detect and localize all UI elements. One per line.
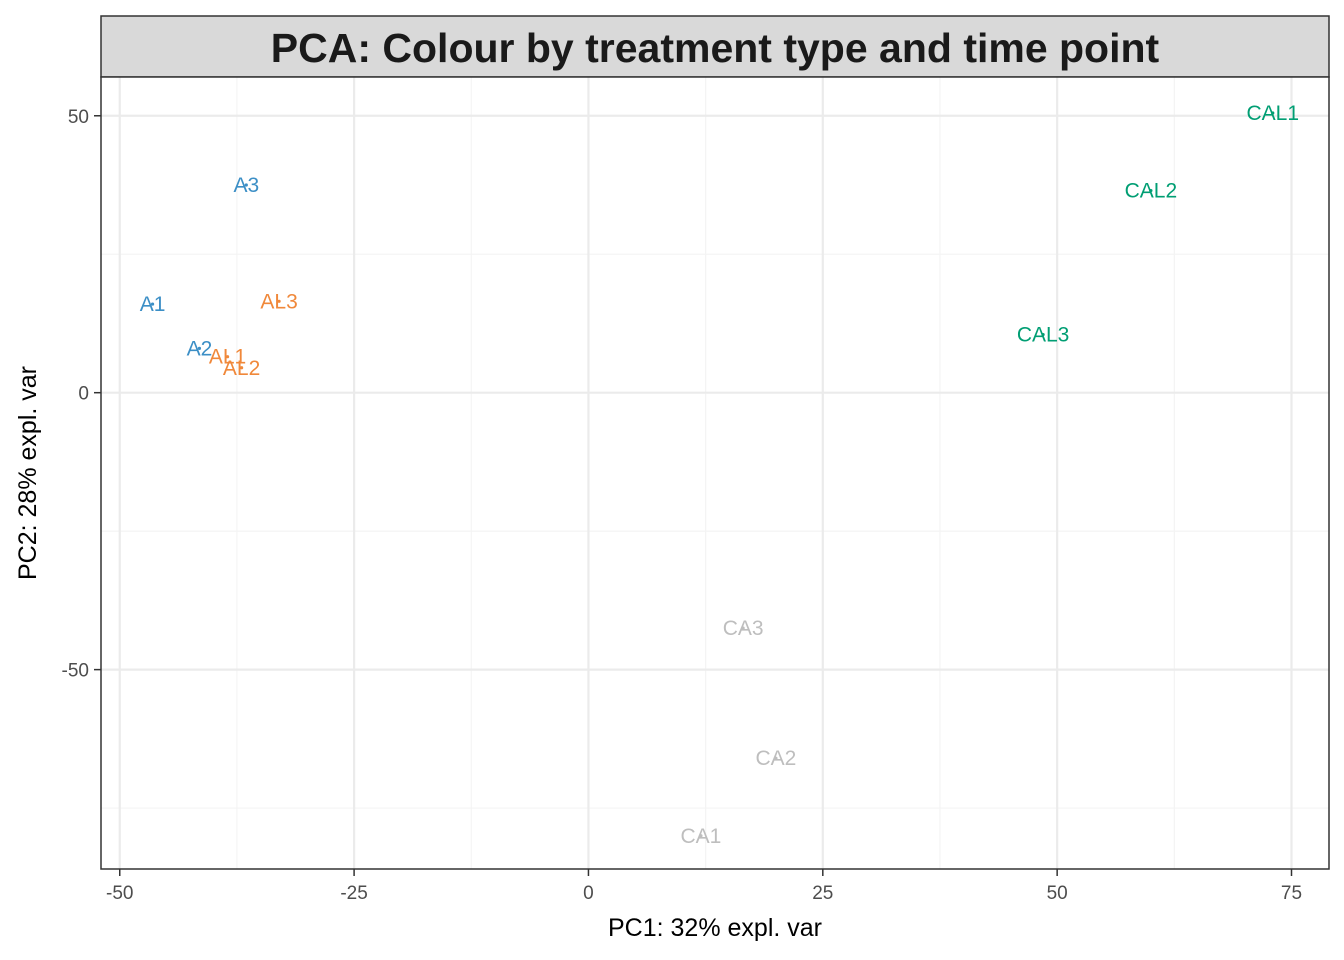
point-marker: [244, 183, 248, 187]
y-axis-title: PC2: 28% expl. var: [14, 366, 42, 580]
data-point-cal2: CAL2: [1125, 180, 1178, 203]
point-label: AL1: [209, 346, 246, 369]
point-label: A1: [140, 293, 166, 316]
point-marker: [277, 299, 281, 303]
data-point-ca1: CA1: [681, 825, 722, 848]
point-label: AL3: [260, 290, 297, 313]
point-marker: [741, 626, 745, 630]
x-tick-label: 50: [1047, 883, 1068, 904]
x-tick-label: 75: [1281, 883, 1302, 904]
point-label: CA3: [723, 617, 764, 640]
point-label: CAL2: [1125, 180, 1178, 203]
data-point-a2: A2: [187, 337, 213, 360]
point-marker: [197, 346, 202, 350]
point-marker: [240, 366, 244, 370]
point-label: CA2: [756, 747, 797, 770]
grid-lines: [101, 77, 1329, 869]
data-point-cal3: CAL3: [1017, 324, 1070, 347]
x-tick-label: 0: [583, 883, 594, 904]
point-marker: [225, 355, 230, 359]
x-axis-title: PC1: 32% expl. var: [608, 914, 822, 942]
x-tick-label: -25: [340, 883, 367, 904]
plot-panel-border: [100, 76, 1330, 870]
y-tick-label: 50: [68, 107, 89, 128]
point-marker: [150, 302, 155, 306]
point-label: A2: [187, 337, 213, 360]
x-tick-label: 25: [812, 883, 833, 904]
data-point-a3: A3: [233, 174, 259, 197]
point-marker: [1271, 111, 1275, 115]
point-marker: [699, 834, 703, 838]
plot-panel: [101, 77, 1329, 869]
axis-ticks: -50 -25 0 25 50 75 -50 0 50: [62, 107, 1303, 904]
y-tick-label: -50: [62, 661, 89, 682]
point-marker: [774, 756, 778, 760]
x-tick-label: -50: [106, 883, 133, 904]
point-label: CAL3: [1017, 324, 1070, 347]
data-point-ca3: CA3: [723, 617, 764, 640]
chart-title: PCA: Colour by treatment type and time p…: [271, 25, 1160, 71]
title-strip: [100, 15, 1330, 78]
data-point-cal1: CAL1: [1246, 102, 1299, 125]
point-label: A3: [233, 174, 259, 197]
data-point-al2: AL2: [223, 357, 260, 380]
point-marker: [1041, 332, 1045, 337]
point-label: CA1: [681, 825, 722, 848]
data-point-a1: A1: [140, 293, 166, 316]
point-label: AL2: [223, 357, 260, 380]
data-point-al3: AL3: [260, 290, 297, 313]
data-point-ca2: CA2: [756, 747, 797, 770]
point-marker: [1149, 188, 1153, 193]
data-point-al1: AL1: [209, 346, 246, 369]
y-tick-label: 0: [78, 384, 89, 405]
point-label: CAL1: [1246, 102, 1299, 125]
